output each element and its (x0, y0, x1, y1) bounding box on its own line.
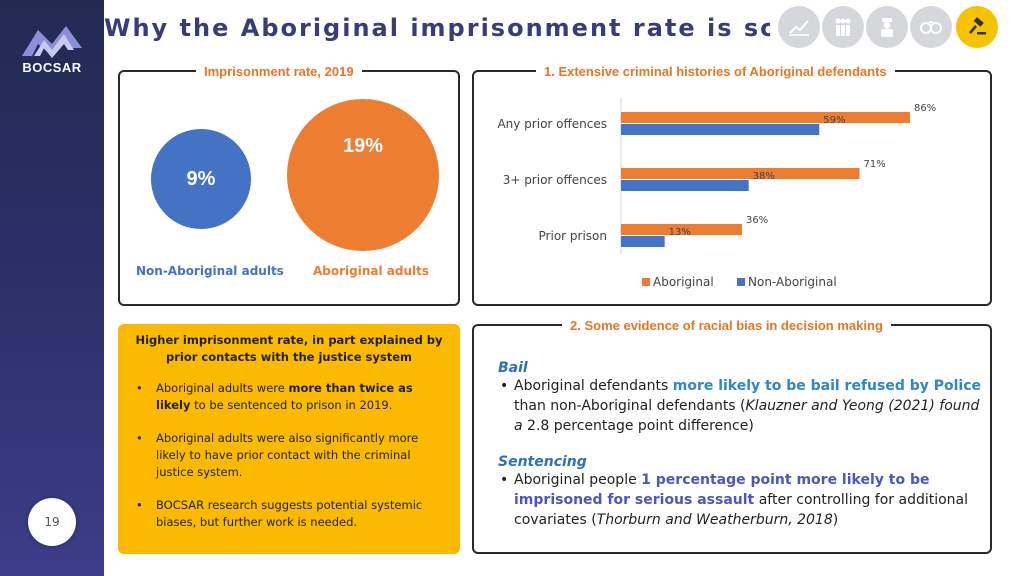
data-label: 13% (669, 227, 691, 238)
legend-entry: Aboriginal (653, 275, 714, 289)
explanation-box: Higher imprisonment rate, in part explai… (118, 324, 460, 554)
data-label: 86% (914, 103, 936, 114)
bail-point: Aboriginal defendants more likely to be … (498, 376, 984, 436)
bar-aboriginal (621, 224, 742, 235)
chart-title: 1. Extensive criminal histories of Abori… (536, 64, 895, 79)
legend-swatch (642, 278, 650, 286)
handcuffs-icon[interactable] (910, 6, 952, 48)
gavel-icon[interactable] (956, 6, 998, 48)
sentencing-heading: Sentencing (498, 454, 587, 470)
data-label: 71% (864, 159, 886, 170)
officer-icon[interactable] (866, 6, 908, 48)
data-label: 59% (823, 115, 845, 126)
category-label: Any prior offences (497, 117, 607, 131)
non-aboriginal-bubble: 9% (151, 129, 251, 229)
explanation-point-2: Aboriginal adults were also significantl… (130, 430, 448, 481)
sidebar: BOCSAR 19 (0, 0, 104, 576)
bail-heading: Bail (498, 360, 528, 376)
bar-non-aboriginal (621, 236, 665, 247)
bar-aboriginal (621, 168, 860, 179)
imprisonment-rate-panel: Imprisonment rate, 2019 9% 19% Non-Abori… (118, 64, 460, 306)
bar-aboriginal (621, 112, 910, 123)
brand-name: BOCSAR (22, 60, 82, 75)
category-label: 3+ prior offences (503, 173, 607, 187)
category-label: Prior prison (539, 229, 607, 243)
explanation-list: Aboriginal adults were more than twice a… (130, 380, 448, 531)
chart-icon[interactable] (778, 6, 820, 48)
bar-non-aboriginal (621, 124, 820, 135)
explanation-point-3: BOCSAR research suggests potential syste… (130, 497, 448, 531)
data-label: 36% (746, 215, 768, 226)
topic-nav (770, 0, 1002, 54)
bias-content: Bail Aboriginal defendants more likely t… (498, 360, 984, 530)
explanation-point-1: Aboriginal adults were more than twice a… (130, 380, 448, 414)
racial-bias-panel: 2. Some evidence of racial bias in decis… (472, 318, 992, 554)
sentencing-point: Aboriginal people 1 percentage point mor… (498, 470, 984, 530)
bias-panel-title: 2. Some evidence of racial bias in decis… (562, 318, 891, 333)
page-number: 19 (28, 498, 76, 546)
aboriginal-label: Aboriginal adults (313, 264, 430, 278)
people-icon[interactable] (822, 6, 864, 48)
non-aboriginal-label: Non-Aboriginal adults (136, 264, 284, 278)
aboriginal-bubble: 19% (287, 99, 439, 251)
aboriginal-rate: 19% (342, 135, 384, 157)
legend-swatch (737, 278, 745, 286)
data-label: 38% (753, 171, 775, 182)
criminal-history-panel: 1. Extensive criminal histories of Abori… (472, 64, 992, 306)
page-title: Why the Aboriginal imprisonment rate is … (104, 14, 857, 42)
legend-entry: Non-Aboriginal (748, 275, 837, 289)
explanation-heading: Higher imprisonment rate, in part explai… (135, 333, 443, 364)
non-aboriginal-rate: 9% (186, 167, 216, 190)
criminal-history-chart: Any prior offences 86% 59% 3+ prior offence… (497, 98, 936, 289)
imprisonment-panel-title: Imprisonment rate, 2019 (196, 64, 362, 79)
bar-non-aboriginal (621, 180, 749, 191)
bocsar-logo-icon (22, 26, 82, 58)
